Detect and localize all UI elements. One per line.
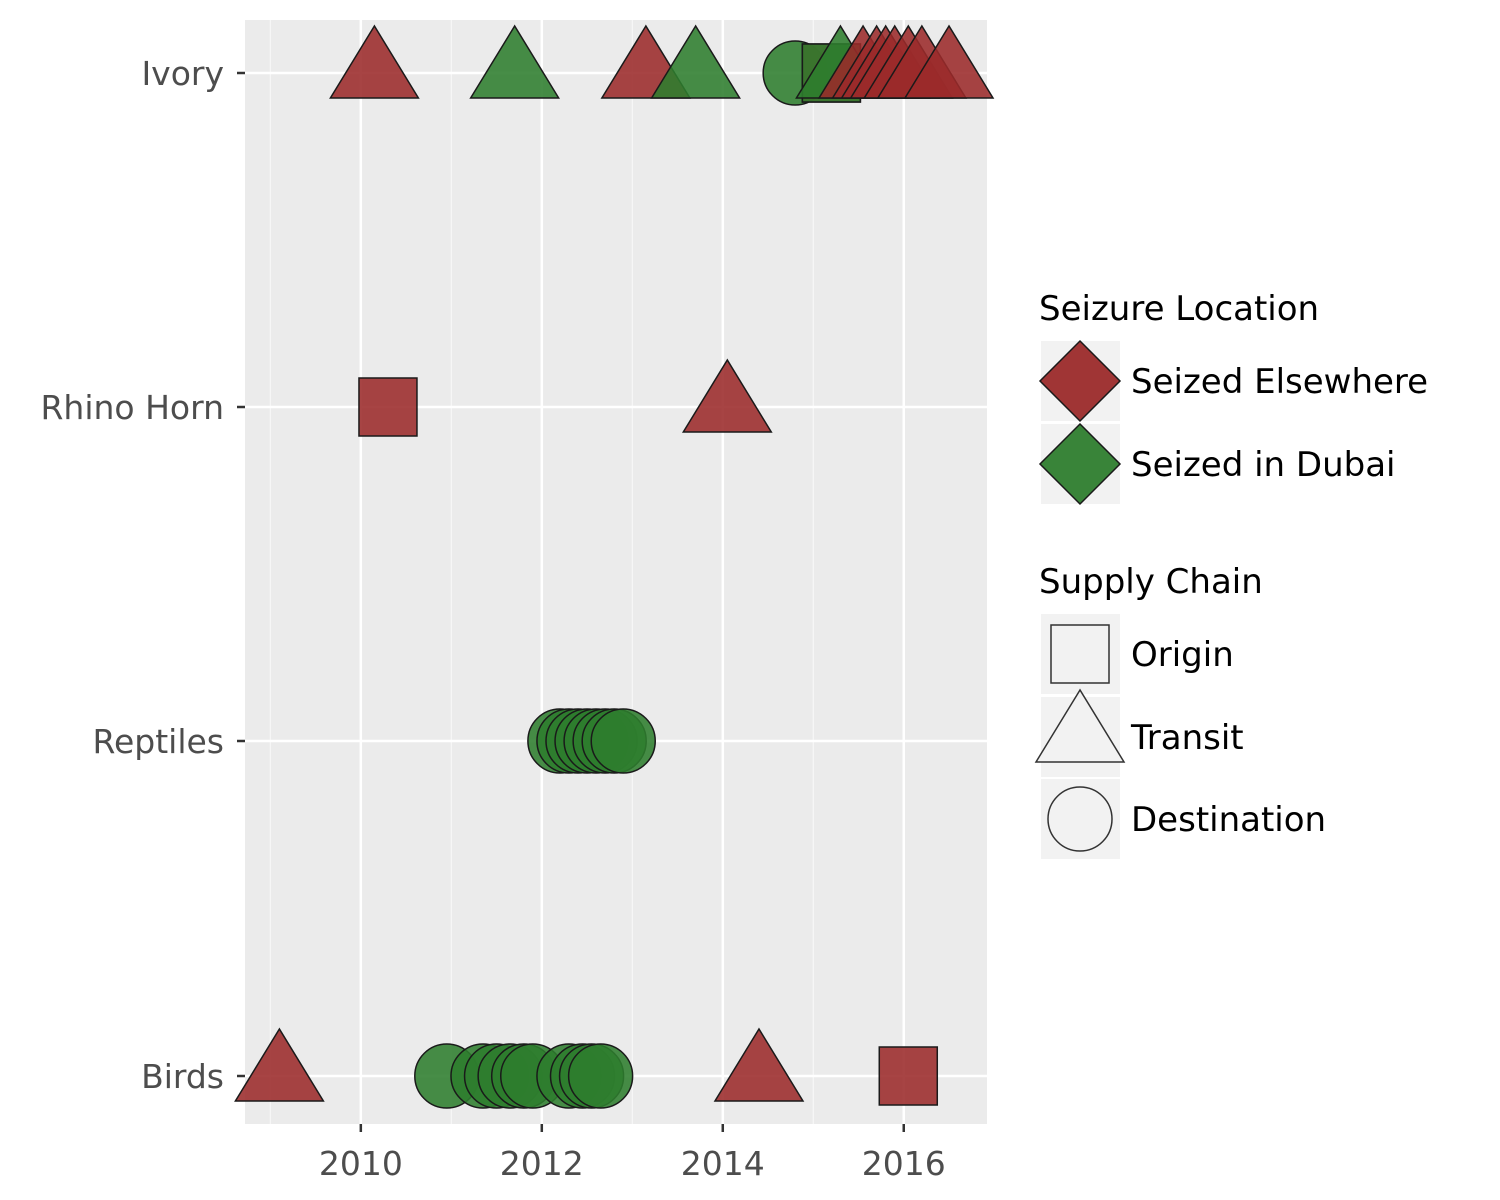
point-reptiles-circle bbox=[590, 708, 656, 774]
legend-title-seizure-location: Seizure Location bbox=[1039, 289, 1319, 329]
legend-label-destination: Destination bbox=[1131, 800, 1326, 840]
grid-lines bbox=[245, 20, 987, 1124]
y-category-label: Birds bbox=[141, 1057, 224, 1096]
x-tick-label: 2016 bbox=[862, 1144, 946, 1183]
legend-key-origin bbox=[1050, 624, 1110, 684]
legend-key-seized-elsewhere bbox=[1038, 339, 1122, 423]
point-ivory-triangle bbox=[650, 24, 741, 99]
legend-label-seized-elsewhere: Seized Elsewhere bbox=[1131, 362, 1428, 402]
point-birds-circle bbox=[567, 1043, 634, 1109]
x-tick-label: 2012 bbox=[500, 1144, 584, 1183]
legend-label-transit: Transit bbox=[1130, 718, 1244, 758]
legend: Seizure Location Supply Chain Seized Els… bbox=[1034, 289, 1428, 859]
legend-label-origin: Origin bbox=[1131, 635, 1234, 675]
point-rhino-horn-square bbox=[358, 377, 418, 437]
x-tick-label: 2010 bbox=[319, 1144, 403, 1183]
axes: 2010 2012 2014 2016 Ivory Rhino Horn Reptiles B… bbox=[40, 54, 945, 1183]
legend-key-seized-in-dubai bbox=[1038, 422, 1122, 506]
y-category-label: Rhino Horn bbox=[40, 388, 224, 427]
legend-key-destination bbox=[1047, 786, 1113, 852]
point-ivory-triangle bbox=[329, 24, 420, 99]
point-birds-triangle bbox=[234, 1027, 325, 1102]
y-category-label: Ivory bbox=[141, 54, 224, 93]
x-tick-label: 2014 bbox=[681, 1144, 765, 1183]
point-rhino-horn-triangle bbox=[681, 358, 773, 433]
legend-title-supply-chain: Supply Chain bbox=[1039, 562, 1263, 602]
point-birds-square bbox=[878, 1046, 939, 1106]
point-ivory-triangle bbox=[903, 24, 995, 99]
legend-label-seized-in-dubai: Seized in Dubai bbox=[1131, 445, 1396, 485]
panel-background bbox=[245, 20, 987, 1124]
point-ivory-triangle bbox=[469, 24, 560, 99]
y-category-label: Reptiles bbox=[93, 722, 224, 761]
legend-key-transit bbox=[1034, 688, 1126, 763]
data-points bbox=[234, 24, 995, 1109]
point-birds-triangle bbox=[713, 1027, 805, 1102]
